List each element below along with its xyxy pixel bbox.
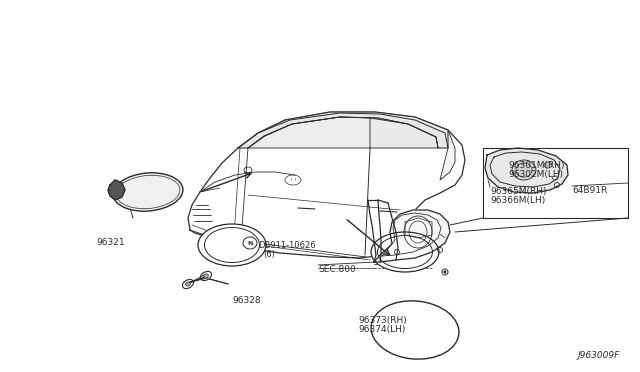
Text: 96373(RH): 96373(RH) xyxy=(358,316,407,325)
Ellipse shape xyxy=(198,224,266,266)
Text: 96302M(LH): 96302M(LH) xyxy=(508,170,563,179)
Text: 64B91R: 64B91R xyxy=(572,186,607,195)
Polygon shape xyxy=(238,113,448,148)
Polygon shape xyxy=(108,180,125,200)
Bar xyxy=(483,148,628,218)
Ellipse shape xyxy=(371,301,459,359)
Ellipse shape xyxy=(544,162,552,168)
Text: DB911-10626: DB911-10626 xyxy=(258,241,316,250)
Text: 96374(LH): 96374(LH) xyxy=(358,325,405,334)
Polygon shape xyxy=(370,118,438,148)
Text: (6): (6) xyxy=(263,250,275,259)
Text: N: N xyxy=(247,241,253,246)
Text: 96301M(RH): 96301M(RH) xyxy=(508,161,564,170)
Polygon shape xyxy=(248,117,370,148)
Text: SEC.800: SEC.800 xyxy=(318,265,356,274)
Ellipse shape xyxy=(186,282,190,286)
Polygon shape xyxy=(238,112,448,148)
Ellipse shape xyxy=(444,270,447,273)
Text: 96366M(LH): 96366M(LH) xyxy=(490,196,545,205)
Text: J963009F: J963009F xyxy=(578,351,620,360)
Ellipse shape xyxy=(512,160,536,180)
Text: 96321: 96321 xyxy=(96,238,125,247)
Text: 96328: 96328 xyxy=(232,296,260,305)
Polygon shape xyxy=(440,130,455,180)
Ellipse shape xyxy=(204,274,209,278)
Text: 96365M(RH): 96365M(RH) xyxy=(490,187,547,196)
Polygon shape xyxy=(374,210,450,262)
Ellipse shape xyxy=(113,173,183,211)
Polygon shape xyxy=(485,148,568,193)
Ellipse shape xyxy=(371,232,439,272)
Polygon shape xyxy=(188,112,465,258)
